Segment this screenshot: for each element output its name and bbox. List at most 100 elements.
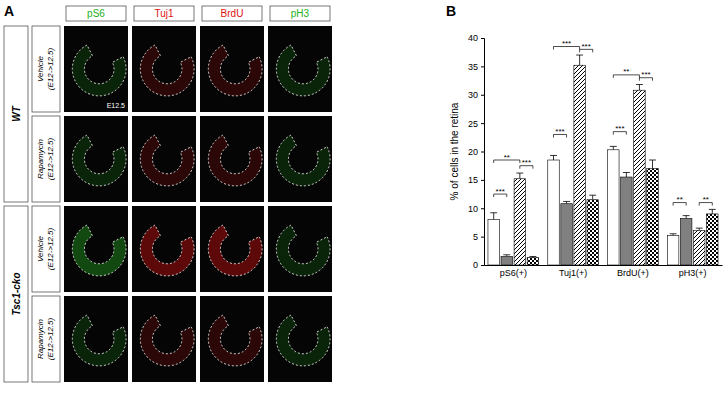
micrograph xyxy=(132,116,196,202)
y-tick-mark xyxy=(481,265,484,266)
x-axis-line xyxy=(485,265,723,266)
retina-tissue xyxy=(208,45,262,96)
x-tick-label: BrdU(+) xyxy=(617,268,649,278)
micrograph xyxy=(132,26,196,112)
micrograph xyxy=(200,116,264,202)
retina-outline xyxy=(72,135,126,186)
bar xyxy=(488,220,499,265)
row-label: Vehicle xyxy=(36,55,45,81)
retina-outline xyxy=(72,45,126,96)
retina-tissue xyxy=(140,315,194,366)
bar xyxy=(707,214,718,265)
row-label: (E12->12.5) xyxy=(46,317,55,360)
retina-outline xyxy=(276,225,330,276)
column-header-box xyxy=(270,6,330,21)
retina-tissue xyxy=(72,315,126,366)
bar xyxy=(608,150,619,265)
micrograph-bg xyxy=(64,26,128,112)
error-cap xyxy=(636,84,643,85)
error-bar xyxy=(639,85,640,91)
group-label: WT xyxy=(11,105,22,121)
significance-label: *** xyxy=(562,39,571,48)
y-tick: 10 xyxy=(468,204,484,214)
error-cap xyxy=(670,233,677,234)
plot-area xyxy=(488,55,718,265)
error-cap xyxy=(649,160,656,161)
error-bar xyxy=(553,155,554,160)
group-box xyxy=(4,26,28,202)
row-box xyxy=(32,296,60,382)
column-header-box xyxy=(134,6,194,21)
y-tick-mark xyxy=(481,123,484,124)
column-header-box xyxy=(66,6,126,21)
significance-label: *** xyxy=(615,124,624,133)
micrograph xyxy=(132,206,196,292)
bar xyxy=(574,65,585,265)
micrograph-bg xyxy=(132,116,196,202)
column-header: BrdU xyxy=(221,8,244,19)
x-tick: pH3(+) xyxy=(679,265,707,278)
row-label: Rapamycin xyxy=(36,318,45,359)
figure: ApS6Tuj1BrdUpH3WTVehicle(E12->12.5)E12.5… xyxy=(0,0,727,401)
error-cap xyxy=(589,195,596,196)
y-tick-mark xyxy=(481,180,484,181)
bar xyxy=(693,230,704,265)
bar xyxy=(634,90,645,265)
retina-outline xyxy=(140,225,194,276)
error-cap xyxy=(529,256,536,257)
y-tick-mark xyxy=(481,208,484,209)
retina-outline xyxy=(276,45,330,96)
y-tick-label: 5 xyxy=(473,232,478,242)
error-cap xyxy=(503,254,510,255)
micrograph xyxy=(200,296,264,382)
error-bar xyxy=(579,55,580,65)
micrograph xyxy=(268,206,332,292)
retina-tissue xyxy=(72,135,126,186)
error-cap xyxy=(709,209,716,210)
x-tick: BrdU(+) xyxy=(617,265,649,278)
error-bar xyxy=(712,209,713,214)
retina-tissue xyxy=(140,45,194,96)
retina-tissue xyxy=(208,135,262,186)
significance-label: ** xyxy=(703,195,709,204)
significance-label: *** xyxy=(496,187,505,196)
error-cap xyxy=(576,55,583,56)
error-cap xyxy=(516,173,523,174)
stage-label: E12.5 xyxy=(107,102,125,109)
micrograph-bg xyxy=(200,116,264,202)
micrograph xyxy=(132,296,196,382)
bar xyxy=(527,258,538,265)
annotations: ***************************** xyxy=(494,39,713,206)
bar xyxy=(667,235,678,265)
row-label: (E12->12.5) xyxy=(46,47,55,90)
y-tick: 20 xyxy=(468,147,484,157)
micrograph-bg xyxy=(64,116,128,202)
retina-outline xyxy=(72,225,126,276)
y-tick-label: 10 xyxy=(468,204,478,214)
micrograph-bg xyxy=(268,116,332,202)
significance-label: *** xyxy=(522,158,531,167)
micrograph xyxy=(64,206,128,292)
y-tick-mark xyxy=(481,66,484,67)
micrograph xyxy=(64,296,128,382)
error-bar xyxy=(626,172,627,177)
row-label: Vehicle xyxy=(36,235,45,261)
error-cap xyxy=(550,155,557,156)
column-header-box xyxy=(202,6,262,21)
y-tick-label: 35 xyxy=(468,62,478,72)
y-tick-label: 0 xyxy=(473,260,478,270)
y-tick-label: 20 xyxy=(468,147,478,157)
panel-label: B xyxy=(446,3,456,19)
retina-tissue xyxy=(208,315,262,366)
micrograph-bg xyxy=(268,206,332,292)
micrograph-bg xyxy=(64,296,128,382)
bar xyxy=(587,200,598,265)
y-axis-title: % of cells in the retina xyxy=(449,102,460,200)
bar xyxy=(514,179,525,265)
x-axis: pS6(+)Tuj1(+)BrdU(+)pH3(+) xyxy=(485,265,723,278)
error-bar xyxy=(493,213,494,220)
significance-label: *** xyxy=(555,127,564,136)
y-tick: 25 xyxy=(468,119,484,129)
column-header: Tuj1 xyxy=(154,8,174,19)
y-tick-mark xyxy=(481,38,484,39)
